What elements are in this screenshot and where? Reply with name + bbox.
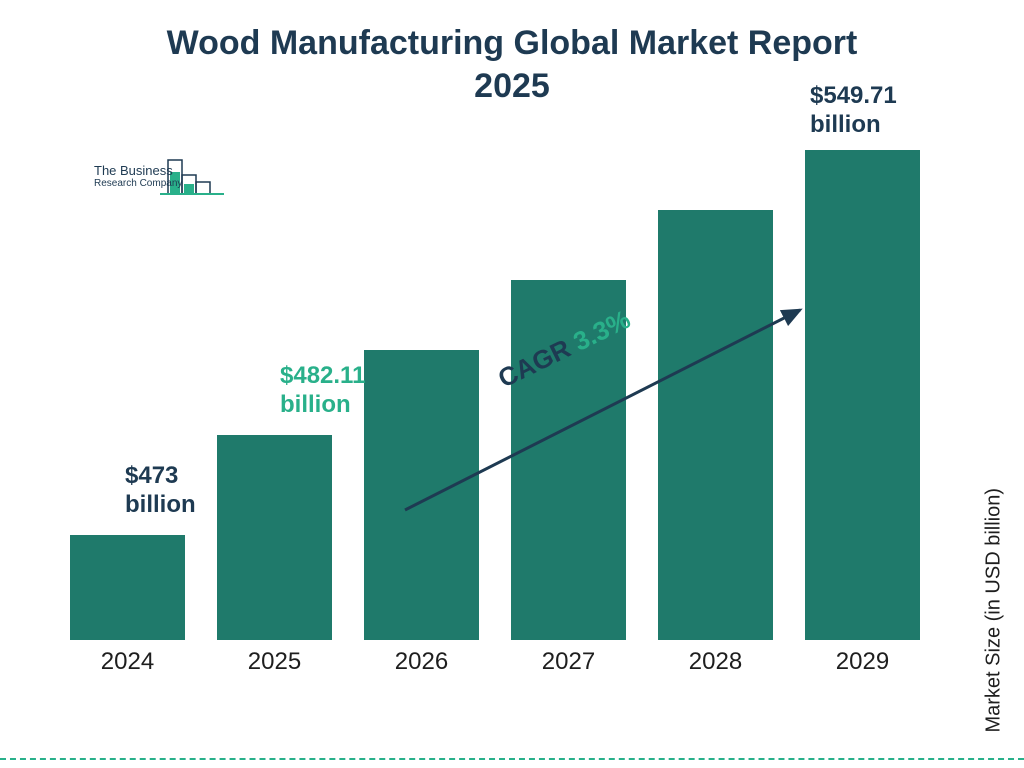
y-axis-label: Market Size (in USD billion) bbox=[983, 488, 1006, 733]
trend-arrow bbox=[70, 140, 940, 680]
data-label: $473billion bbox=[125, 462, 196, 520]
title-line-2: 2025 bbox=[474, 67, 550, 105]
data-label: $549.71 billion bbox=[810, 82, 940, 140]
data-label: $482.11billion bbox=[280, 362, 365, 420]
bar-chart: 202420252026202720282029 CAGR 3.3% $473b… bbox=[70, 140, 940, 680]
title-line-1: Wood Manufacturing Global Market Report bbox=[167, 24, 858, 62]
bottom-divider bbox=[0, 758, 1024, 760]
